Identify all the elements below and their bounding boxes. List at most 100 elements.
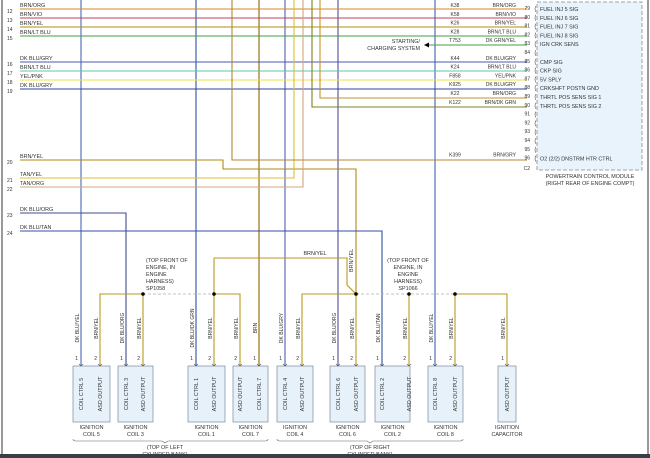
pin-wire-color: DK BLU/GRY bbox=[486, 56, 517, 62]
pin-number: 81 bbox=[524, 24, 530, 30]
pin-terminal-icon bbox=[534, 155, 537, 162]
pin-terminal-icon bbox=[237, 363, 243, 367]
wire-asd-output bbox=[214, 257, 357, 295]
splice-label: SP1058 bbox=[146, 286, 165, 292]
pin-number: 94 bbox=[524, 138, 530, 144]
pin-terminal-icon bbox=[193, 363, 199, 367]
pin-function: ASD OUTPUT bbox=[300, 376, 306, 411]
pin-number: 2 bbox=[137, 356, 140, 362]
pin-terminal-icon bbox=[534, 102, 537, 109]
pin-wire-color: DK BLU/GRY bbox=[486, 82, 517, 88]
circuit-code: F858 bbox=[449, 73, 461, 79]
circuit-code: K38 bbox=[451, 3, 460, 9]
pin-terminal-icon bbox=[534, 67, 537, 74]
pcm-location: (RIGHT REAR OF ENGINE COMPT) bbox=[546, 181, 635, 187]
pin-number: 1 bbox=[75, 356, 78, 362]
pin-number: 84 bbox=[524, 50, 530, 56]
pin-terminal-icon bbox=[534, 49, 537, 57]
pin-wire-color: BRN/YEL bbox=[94, 317, 100, 339]
pin-terminal-icon bbox=[534, 58, 537, 65]
pin-number: 1 bbox=[190, 356, 193, 362]
pin-number: 83 bbox=[524, 41, 530, 47]
pin-number: 93 bbox=[524, 129, 530, 135]
pin-number: 79 bbox=[524, 6, 530, 12]
component-name: IGNITION bbox=[283, 425, 307, 431]
component-box bbox=[329, 365, 366, 423]
pin-wire-color: DK BLU/DK GRN bbox=[190, 308, 196, 347]
wire-21 bbox=[20, 0, 295, 179]
pin-function: CRKSHFT POSTN GND bbox=[540, 86, 599, 92]
pin-function: COIL CTRL 8 bbox=[433, 378, 439, 410]
pin-terminal-icon bbox=[335, 363, 341, 367]
component-name: COIL 3 bbox=[127, 432, 144, 438]
pin-terminal-icon bbox=[504, 363, 510, 367]
pin-function: 5V SPLY bbox=[540, 77, 562, 83]
wire-number: 15 bbox=[7, 36, 13, 42]
component-name: COIL 1 bbox=[198, 432, 215, 438]
pin-function: COIL CTRL 1 bbox=[194, 378, 200, 410]
pin-function: CKP SIG bbox=[540, 69, 562, 75]
pin-terminal-icon bbox=[534, 120, 537, 127]
component-name: IGNITION bbox=[381, 425, 405, 431]
circuit-code: K925 bbox=[449, 82, 461, 88]
component-box bbox=[117, 365, 154, 423]
pin-wire-color: BRN/YEL bbox=[501, 317, 507, 339]
pin-function: FUEL INJ 7 SIG bbox=[540, 25, 578, 31]
pin-function: THRTL POS SENS SIG 1 bbox=[540, 95, 601, 101]
circuit-code: K24 bbox=[451, 65, 460, 71]
pin-number: 1 bbox=[429, 356, 432, 362]
splice-label: HARNESS) bbox=[146, 279, 174, 285]
component-name: IGNITION bbox=[336, 425, 360, 431]
pin-number: 2 bbox=[234, 356, 237, 362]
starting-charging-label: STARTING/ bbox=[392, 39, 421, 45]
pin-function: COIL CTRL 2 bbox=[380, 378, 386, 410]
pin-wire-color: DK BLU/YEL bbox=[75, 313, 81, 342]
pin-terminal-icon bbox=[353, 363, 359, 367]
pin-wire-color: DK BLU/YEL bbox=[429, 313, 435, 342]
pcm-title: POWERTRAIN CONTROL MODULE bbox=[546, 174, 635, 180]
pin-terminal-icon bbox=[534, 14, 537, 21]
pin-function: FUEL INJ 8 SIG bbox=[540, 33, 578, 39]
wire-color-code: YEL/PNK bbox=[20, 74, 43, 80]
splice-dot bbox=[354, 292, 358, 296]
wire-number: 13 bbox=[7, 18, 13, 24]
component-name: COIL 2 bbox=[384, 432, 401, 438]
pin-wire-color: BRN/LT BLU bbox=[488, 29, 517, 35]
pin-number: 85 bbox=[524, 59, 530, 65]
wire-number: 12 bbox=[7, 9, 13, 15]
pin-number: 89 bbox=[524, 94, 530, 100]
wire-number: 22 bbox=[7, 187, 13, 193]
circuit-code: K399 bbox=[449, 153, 461, 159]
wire-number: 14 bbox=[7, 27, 13, 33]
bottom-bar bbox=[0, 454, 650, 458]
component-box bbox=[374, 365, 411, 423]
pin-function: ASD OUTPUT bbox=[98, 376, 104, 411]
bank-bracket bbox=[276, 438, 464, 444]
pin-wire-color: BRN/YEL bbox=[234, 317, 240, 339]
starting-charging-label: CHARGING SYSTEM bbox=[367, 46, 420, 52]
wire-asd-output bbox=[455, 293, 508, 366]
pin-terminal-icon bbox=[211, 363, 217, 367]
pin-wire-color: BRN/YEL bbox=[296, 317, 302, 339]
component-name: IGNITION bbox=[434, 425, 458, 431]
wire-number: 19 bbox=[7, 89, 13, 95]
pin-wire-color: BRN/LT BLU bbox=[488, 65, 517, 71]
brn-yel-vertical-label: BRN/YEL bbox=[349, 249, 355, 272]
pin-terminal-icon bbox=[534, 146, 537, 153]
wire-number: 17 bbox=[7, 71, 13, 77]
pin-function: COIL CTRL 5 bbox=[79, 378, 85, 410]
pin-terminal-icon bbox=[534, 41, 537, 48]
circuit-code: K26 bbox=[451, 21, 460, 27]
pin-terminal-icon bbox=[452, 363, 458, 367]
wire-color-code: BRN/ORG bbox=[20, 3, 45, 9]
pin-wire-color: BRN bbox=[253, 322, 259, 333]
circuit-code: K58 bbox=[451, 12, 460, 18]
pin-wire-color: BRN/VIO bbox=[495, 12, 516, 18]
pin-wire-color: BRN/YEL bbox=[137, 317, 143, 339]
pin-number: 2 bbox=[296, 356, 299, 362]
pin-number: 1 bbox=[376, 356, 379, 362]
pin-number: 80 bbox=[524, 15, 530, 21]
pin-function: IGN CRK SENS bbox=[540, 42, 579, 48]
